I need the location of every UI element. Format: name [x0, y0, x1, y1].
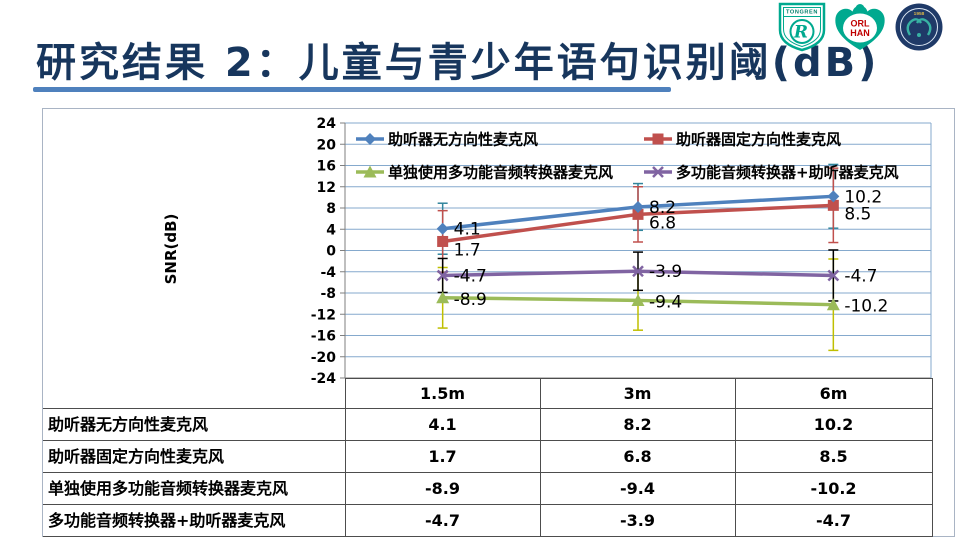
data-label: -8.9	[454, 290, 487, 310]
legend-label: 助听器无方向性麦克风	[388, 131, 538, 149]
table-cell: 10.2	[734, 408, 933, 441]
square-marker-icon	[437, 235, 449, 247]
badge-year-text: 1958	[914, 11, 925, 17]
table-corner-blank	[43, 378, 346, 409]
x-marker-icon	[436, 269, 449, 282]
orl-logo-line1: ORL	[851, 19, 871, 29]
y-tick-label: -8	[320, 286, 336, 302]
y-axis-title: SNR(dB)	[162, 214, 180, 285]
table-cell: 1.7	[344, 440, 541, 473]
y-tick-label: 4	[326, 222, 336, 238]
tongren-logo-text: TONGREN	[786, 10, 818, 16]
y-tick-label: -16	[311, 329, 336, 345]
triangle-marker-icon	[363, 165, 377, 178]
table-cell: -3.9	[539, 504, 736, 537]
square-marker-icon	[827, 199, 839, 211]
data-label: 6.8	[649, 213, 676, 233]
table-cell: 6.8	[539, 440, 736, 473]
x-marker-icon	[652, 166, 664, 178]
y-tick-label: 24	[317, 116, 337, 132]
table-cell: -4.7	[734, 504, 933, 537]
table-row: 助听器固定方向性麦克风 1.7 6.8 8.5	[43, 440, 933, 473]
table-cell: 4.1	[344, 408, 541, 441]
data-label: -3.9	[649, 262, 682, 282]
y-tick-label: -20	[311, 350, 337, 366]
row-label: 助听器无方向性麦克风	[43, 408, 346, 441]
y-tick-label: -12	[311, 307, 336, 323]
legend-label: 多功能音频转换器+助听器麦克风	[676, 164, 899, 182]
data-label: -10.2	[844, 297, 888, 317]
diamond-marker-icon	[436, 222, 449, 235]
data-label: -4.7	[844, 266, 877, 286]
row-label: 多功能音频转换器+助听器麦克风	[43, 504, 346, 537]
table-cell: -10.2	[734, 472, 933, 505]
title-underline	[33, 87, 671, 92]
orl-han-logo-icon: ORL HAN	[835, 4, 885, 50]
data-label: 8.2	[649, 198, 676, 218]
distance-col-header: 3m	[539, 378, 736, 409]
table-cell: -4.7	[344, 504, 541, 537]
table-header-row: 1.5m 3m 6m	[43, 378, 933, 409]
y-tick-label: 0	[326, 244, 336, 260]
table-row: 助听器无方向性麦克风 4.1 8.2 10.2	[43, 408, 933, 441]
y-tick-label: 20	[317, 137, 337, 153]
data-label: 1.7	[454, 240, 481, 260]
data-label: 10.2	[844, 187, 882, 207]
diamond-marker-icon	[632, 200, 644, 213]
row-label: 助听器固定方向性麦克风	[43, 440, 346, 473]
y-tick-label: 16	[317, 159, 336, 175]
logo-group: TONGREN R ORL HAN 1958	[778, 2, 944, 52]
table-cell: 8.2	[539, 408, 736, 441]
table-row: 单独使用多功能音频转换器麦克风 -8.9 -9.4 -10.2	[43, 472, 933, 505]
legend-label: 助听器固定方向性麦克风	[676, 131, 841, 149]
tongren-monogram: R	[793, 23, 808, 43]
diamond-marker-icon	[364, 133, 376, 145]
distance-col-header: 1.5m	[344, 378, 541, 409]
y-tick-label: 8	[326, 201, 336, 217]
triangle-marker-icon	[631, 293, 645, 306]
university-badge-logo-icon: 1958	[895, 3, 943, 51]
tongren-shield-logo-icon: TONGREN R	[778, 2, 826, 52]
data-label: -4.7	[454, 266, 487, 286]
data-label: -9.4	[649, 292, 682, 312]
row-label: 单独使用多功能音频转换器麦克风	[43, 472, 346, 505]
data-table: 1.5m 3m 6m 助听器无方向性麦克风 4.1 8.2 10.2 助听器固定方向性麦克风 1…	[43, 378, 933, 537]
data-label: 8.5	[844, 204, 871, 224]
triangle-marker-icon	[826, 298, 840, 311]
legend-label: 单独使用多功能音频转换器麦克风	[388, 164, 613, 182]
data-label: 4.1	[454, 220, 481, 240]
page-title: 研究结果 2：儿童与青少年语句识别阈(dB)	[36, 40, 880, 86]
x-marker-icon	[632, 265, 644, 278]
table-row: 多功能音频转换器+助听器麦克风 -4.7 -3.9 -4.7	[43, 504, 933, 537]
y-tick-label: -4	[320, 265, 336, 281]
chart-panel: 24 20 16 12 8 4 0 -4 -8 -12 -16 -20 -24 SNR(dB) 4.1 8.2…	[42, 108, 955, 537]
diamond-marker-icon	[827, 190, 840, 203]
square-marker-icon	[652, 133, 664, 145]
table-cell: 8.5	[734, 440, 933, 473]
triangle-marker-icon	[436, 291, 450, 304]
orl-logo-line2: HAN	[850, 28, 870, 38]
x-marker-icon	[827, 269, 840, 282]
y-tick-label: 12	[317, 180, 336, 196]
table-cell: -9.4	[539, 472, 736, 505]
square-marker-icon	[632, 208, 644, 220]
table-cell: -8.9	[344, 472, 541, 505]
distance-col-header: 6m	[734, 378, 933, 409]
